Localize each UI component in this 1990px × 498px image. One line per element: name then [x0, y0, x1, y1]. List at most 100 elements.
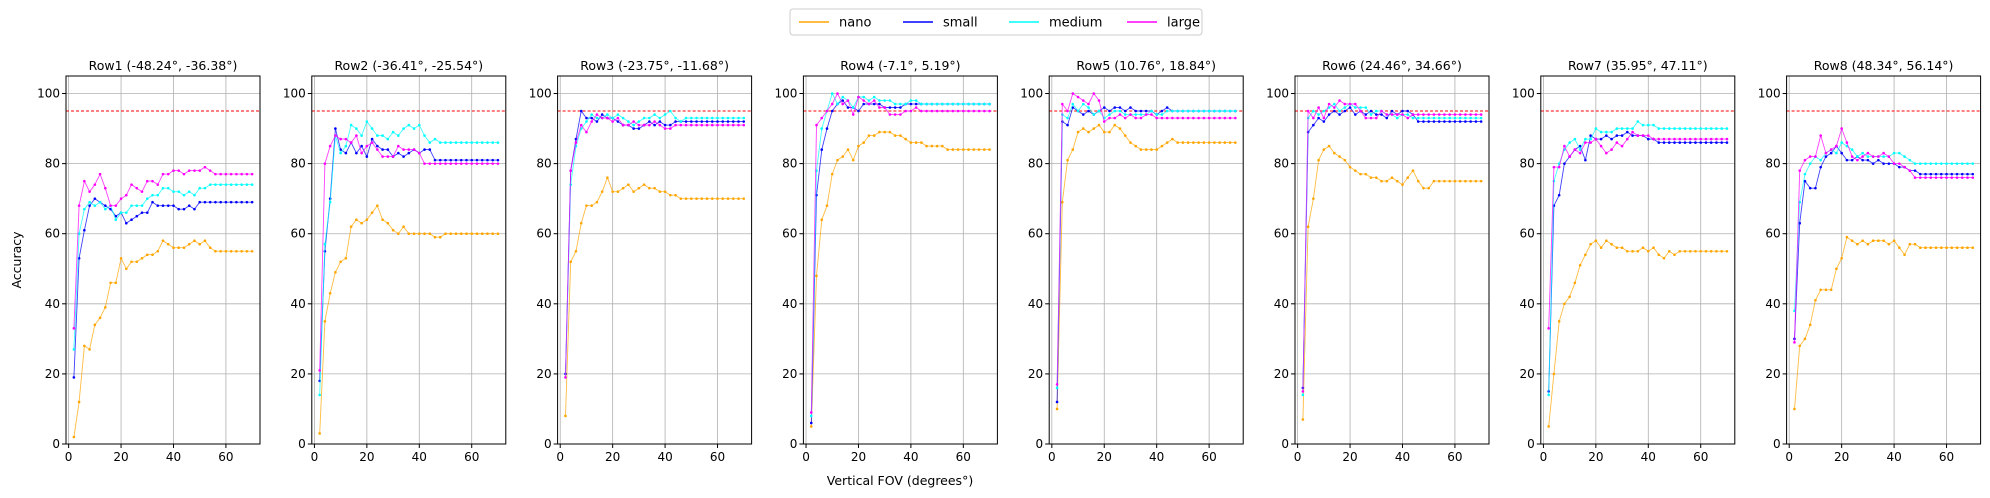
data-point-medium	[386, 137, 390, 141]
data-point-medium	[967, 102, 970, 106]
data-point-large	[956, 109, 960, 113]
data-point-large	[465, 162, 468, 165]
data-point-large	[637, 123, 641, 127]
data-point-large	[1950, 176, 1954, 179]
data-point-nano	[83, 344, 86, 348]
data-point-nano	[962, 148, 965, 151]
data-point-medium	[988, 102, 991, 106]
data-point-nano	[328, 291, 332, 295]
data-point-nano	[339, 260, 342, 264]
data-point-small	[862, 102, 865, 106]
data-point-large	[899, 113, 902, 116]
data-point-small	[428, 148, 432, 151]
data-point-medium	[1160, 113, 1164, 116]
x-tick-label: 20	[1588, 450, 1603, 464]
data-point-medium	[1599, 130, 1603, 134]
data-point-large	[224, 172, 228, 176]
data-point-small	[595, 120, 599, 123]
data-point-medium	[658, 116, 662, 120]
data-point-large	[1652, 137, 1655, 141]
data-point-medium	[486, 141, 489, 144]
data-point-nano	[1437, 179, 1441, 183]
data-point-nano	[1552, 372, 1556, 376]
y-tick-label: 20	[1028, 367, 1043, 381]
data-point-medium	[836, 102, 839, 106]
x-tick-label: 0	[802, 450, 810, 464]
y-tick-label: 40	[1028, 297, 1043, 311]
data-point-small	[888, 106, 892, 109]
data-point-medium	[1081, 102, 1085, 106]
data-point-large	[397, 144, 400, 148]
data-point-small	[1464, 120, 1467, 123]
data-point-nano	[318, 432, 321, 435]
data-point-medium	[433, 137, 437, 141]
x-tick-label: 0	[1785, 450, 1793, 464]
panel-title: Row6 (24.46°, 34.66°)	[1322, 58, 1462, 73]
data-point-large	[914, 106, 918, 109]
data-point-nano	[88, 348, 91, 351]
data-point-medium	[878, 99, 881, 102]
data-point-small	[1469, 120, 1472, 123]
x-tick-label: 40	[1395, 450, 1410, 464]
data-point-large	[486, 162, 489, 165]
data-point-large	[564, 376, 567, 379]
data-point-medium	[1578, 148, 1582, 151]
data-point-large	[88, 190, 91, 193]
data-point-large	[1688, 137, 1692, 141]
data-point-nano	[1919, 246, 1922, 250]
data-point-large	[658, 123, 662, 127]
data-point-small	[830, 109, 834, 113]
data-point-small	[1715, 141, 1718, 144]
y-tick-label: 60	[782, 227, 797, 241]
data-point-large	[198, 169, 202, 172]
data-point-small	[846, 106, 850, 109]
data-point-nano	[1819, 288, 1822, 292]
data-point-large	[1919, 176, 1922, 179]
data-point-medium	[1835, 151, 1838, 155]
data-point-large	[627, 123, 630, 127]
data-point-small	[809, 421, 813, 425]
data-point-medium	[119, 211, 123, 214]
y-tick-label: 60	[1765, 227, 1780, 241]
data-point-small	[1333, 109, 1336, 113]
data-point-large	[988, 109, 991, 113]
data-point-medium	[1683, 127, 1687, 130]
data-point-nano	[590, 204, 593, 207]
data-point-small	[475, 158, 479, 162]
data-point-nano	[1076, 130, 1080, 134]
data-point-nano	[1903, 253, 1906, 257]
data-point-large	[574, 141, 578, 144]
series-line-medium	[73, 184, 253, 350]
data-point-large	[1892, 162, 1896, 165]
data-point-small	[1102, 106, 1106, 109]
x-tick-label: 0	[1294, 450, 1302, 464]
data-point-medium	[1924, 162, 1927, 165]
data-point-nano	[1866, 242, 1870, 246]
data-point-medium	[72, 348, 76, 351]
data-point-medium	[1720, 127, 1723, 130]
data-point-medium	[1338, 109, 1341, 113]
data-point-large	[1793, 341, 1796, 344]
x-tick-label: 0	[65, 450, 73, 464]
data-point-large	[1369, 116, 1373, 120]
data-point-large	[1615, 141, 1619, 144]
x-tick-label: 0	[1540, 450, 1548, 464]
data-point-large	[349, 141, 353, 144]
data-point-large	[893, 113, 897, 116]
x-axis-label: Vertical FOV (degrees°)	[827, 473, 973, 488]
data-point-medium	[88, 200, 91, 204]
y-tick-label: 80	[1028, 157, 1043, 171]
data-point-nano	[449, 232, 453, 236]
data-point-large	[642, 123, 646, 127]
data-point-nano	[1333, 151, 1336, 155]
data-point-small	[365, 155, 369, 158]
data-point-medium	[245, 183, 249, 186]
data-point-small	[1667, 141, 1671, 144]
data-point-large	[920, 109, 923, 113]
data-point-nano	[1662, 256, 1666, 260]
data-point-large	[690, 123, 693, 127]
data-point-nano	[815, 274, 818, 278]
data-point-large	[962, 109, 965, 113]
data-point-small	[1626, 130, 1629, 134]
data-point-nano	[742, 197, 746, 200]
